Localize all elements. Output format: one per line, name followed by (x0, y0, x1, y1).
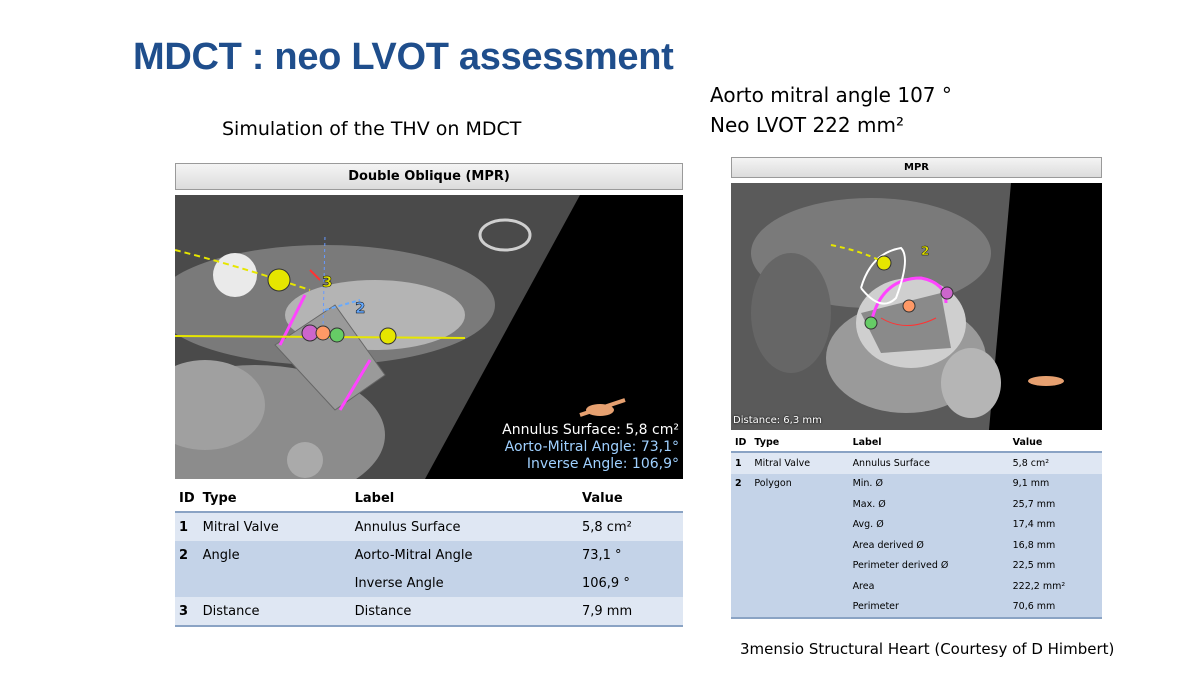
ct-image-left: 3 2 (175, 195, 626, 479)
aorto-mitral-angle-overlay: Aorto-Mitral Angle: 73,1° (504, 439, 679, 455)
cell-value: 17,4 mm (1012, 519, 1056, 531)
simulation-subtitle: Simulation of the THV on MDCT (222, 118, 522, 140)
cell-id: 1 (179, 519, 189, 535)
cell-label: Area (852, 580, 875, 592)
neo-lvot-summary: Neo LVOT 222 mm² (710, 113, 904, 137)
table-row[interactable]: Area 222,2 mm² (731, 576, 1102, 597)
table-row[interactable]: Inverse Angle 106,9 ° (175, 569, 683, 597)
cell-label: Distance (350, 597, 578, 627)
table-row[interactable]: Avg. Ø 17,4 mm (731, 514, 1102, 536)
mpr-header: MPR (731, 157, 1102, 178)
software-credit: 3mensio Structural Heart (Courtesy of D … (740, 640, 1115, 658)
cell-type (750, 576, 848, 597)
table-row[interactable]: Area derived Ø 16,8 mm (731, 535, 1102, 556)
table-row[interactable]: 2 Polygon Min. Ø 9,1 mm (731, 473, 1102, 494)
cell-id (731, 576, 750, 597)
cell-id: 3 (175, 597, 199, 627)
cell-value: 5,8 cm² (581, 519, 632, 535)
marker-label-2: 2 (355, 299, 365, 317)
cell-type (750, 596, 849, 619)
cell-type (750, 494, 848, 515)
cell-label: Annulus Surface (354, 519, 461, 535)
cell-id (731, 515, 750, 536)
cell-value: 73,1 ° (581, 547, 622, 563)
col-label: Label (848, 434, 1009, 453)
inverse-angle-overlay: Inverse Angle: 106,9° (526, 456, 679, 472)
marker-label-3: 3 (322, 273, 332, 291)
cell-id (731, 494, 750, 515)
cell-type: Mitral Valve (202, 519, 279, 535)
cell-type (750, 535, 848, 556)
cell-id: 2 (179, 547, 189, 563)
cell-type: Polygon (754, 478, 792, 490)
slide-title: MDCT : neo LVOT assessment (133, 36, 674, 78)
col-value: Value (1008, 434, 1102, 453)
table-row[interactable]: Perimeter derived Ø 22,5 mm (731, 555, 1102, 577)
cell-id (731, 535, 750, 556)
table-row[interactable]: Max. Ø 25,7 mm (731, 494, 1102, 515)
cell-value: 222,2 mm² (1012, 580, 1066, 592)
cell-type (199, 569, 351, 597)
col-type: Type (750, 434, 849, 453)
cell-id (731, 596, 751, 619)
cell-type (750, 556, 848, 577)
col-id: ID (175, 485, 199, 513)
cell-value: 22,5 mm (1012, 560, 1056, 572)
cell-value: 70,6 mm (1008, 596, 1102, 619)
table-row[interactable]: 2 Angle Aorto-Mitral Angle 73,1 ° (175, 541, 683, 569)
col-id: ID (731, 434, 751, 453)
table-row[interactable]: 3 Distance Distance 7,9 mm (175, 597, 683, 627)
annulus-surface-overlay: Annulus Surface: 5,8 cm² (502, 422, 679, 438)
cell-id (731, 556, 750, 577)
cell-label: Max. Ø (852, 498, 886, 510)
cell-value: 9,1 mm (1012, 478, 1050, 490)
cell-label: Inverse Angle (354, 575, 444, 591)
distance-overlay: Distance: 6,3 mm (733, 415, 822, 426)
cell-id (175, 569, 199, 597)
cell-label: Area derived Ø (852, 539, 924, 551)
cell-value: 25,7 mm (1012, 498, 1056, 510)
col-label: Label (350, 485, 578, 513)
ct-image-right: 2 (731, 183, 1064, 430)
cell-label: Avg. Ø (852, 519, 884, 531)
cell-id: 2 (735, 478, 742, 490)
cell-label: Perimeter (848, 596, 1009, 619)
cell-label: Perimeter derived Ø (852, 560, 949, 572)
right-measurement-table: ID Type Label Value 1 Mitral Valve Annul… (731, 434, 1102, 619)
cell-label: Aorto-Mitral Angle (354, 547, 473, 563)
double-oblique-header: Double Oblique (MPR) (175, 163, 683, 190)
table-row[interactable]: 1 Mitral Valve Annulus Surface 5,8 cm² (731, 452, 1102, 474)
double-oblique-viewport[interactable]: 3 2 Annulus Surface: 5,8 cm² Aorto-Mitra… (175, 195, 683, 479)
cell-type: Distance (198, 597, 351, 627)
table-row[interactable]: Perimeter 70,6 mm (731, 596, 1102, 619)
cell-value: 7,9 mm (577, 597, 683, 627)
cell-id: 1 (735, 457, 742, 469)
cell-type: Angle (202, 547, 240, 563)
col-value: Value (577, 485, 683, 513)
cell-label: Annulus Surface (852, 457, 930, 469)
mpr-viewport[interactable]: 2 Distance: 6,3 mm (731, 183, 1102, 430)
measurement-summary: Aorto mitral angle 107 ° Neo LVOT 222 mm… (710, 80, 952, 140)
cell-label: Min. Ø (852, 478, 883, 490)
cell-value: 16,8 mm (1012, 539, 1056, 551)
table-row[interactable]: 1 Mitral Valve Annulus Surface 5,8 cm² (175, 512, 683, 541)
aorto-mitral-angle-summary: Aorto mitral angle 107 ° (710, 83, 952, 107)
left-measurement-table: ID Type Label Value 1 Mitral Valve Annul… (175, 485, 683, 627)
cell-type: Mitral Valve (754, 457, 811, 469)
col-type: Type (198, 485, 351, 513)
cell-value: 106,9 ° (581, 575, 630, 591)
marker-label-2: 2 (921, 244, 929, 258)
cell-value: 5,8 cm² (1012, 457, 1050, 469)
cell-type (750, 515, 848, 536)
